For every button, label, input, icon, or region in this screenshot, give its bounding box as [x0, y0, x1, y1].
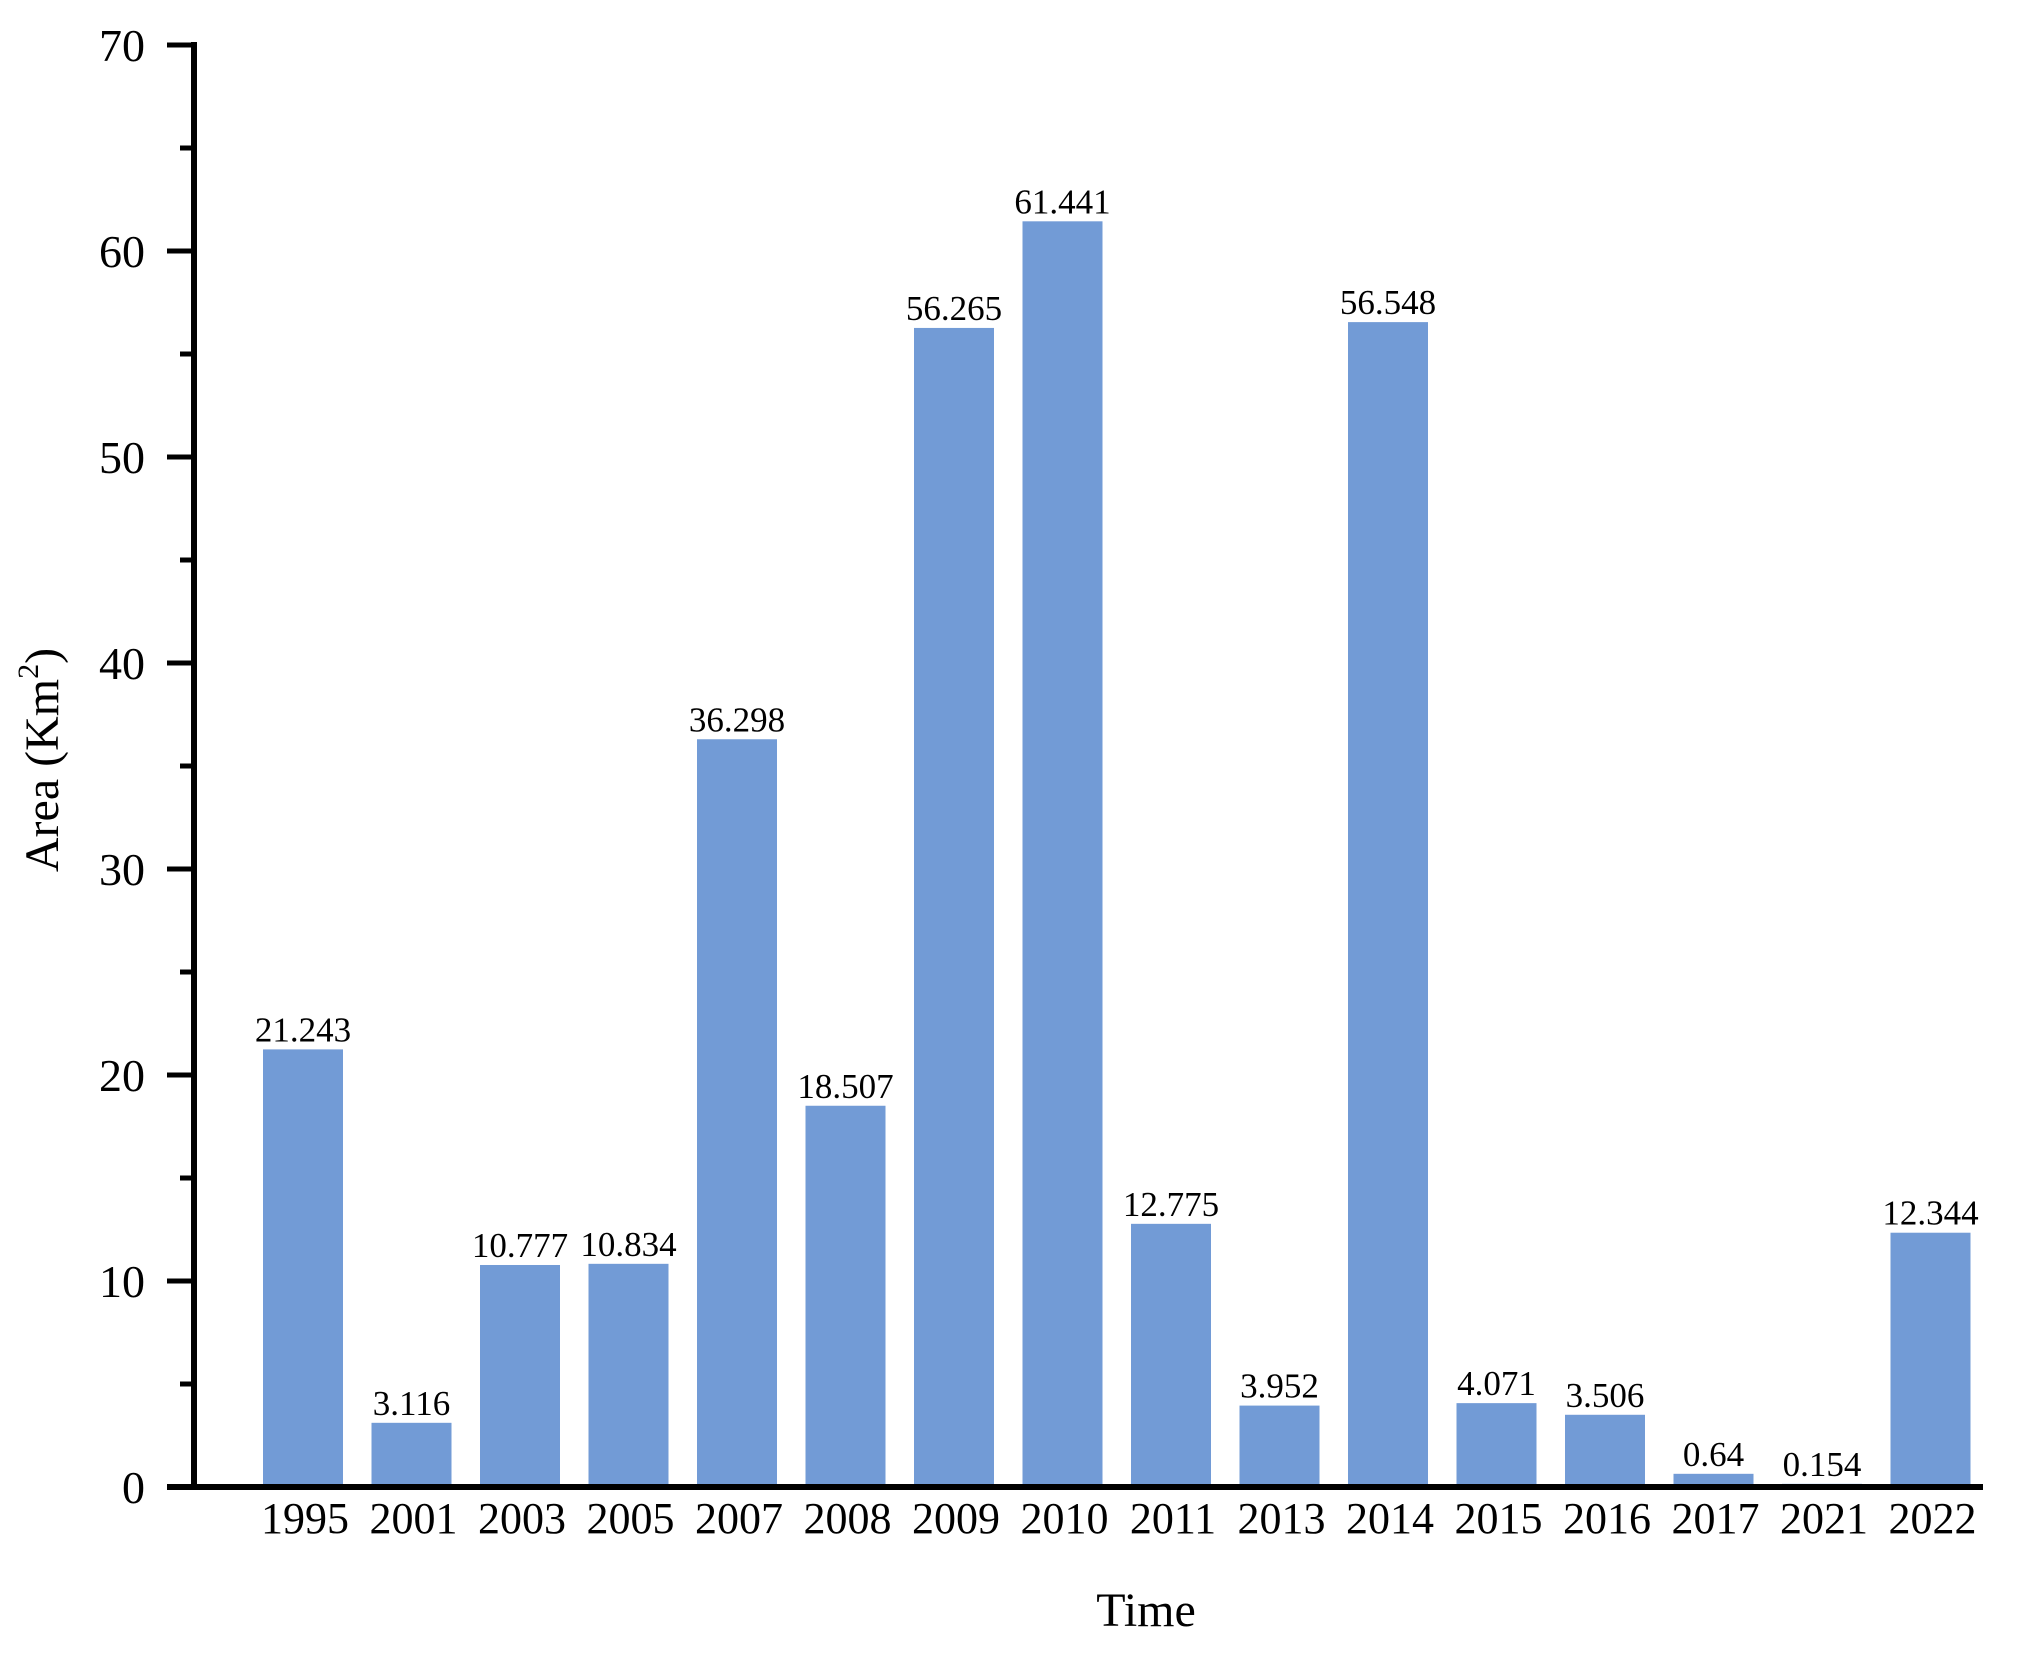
bar-2013	[1239, 1405, 1320, 1487]
data-label-2017: 0.64	[1683, 1435, 1744, 1474]
x-tick-label-2015: 2015	[1455, 1494, 1543, 1543]
x-tick-label-2003: 2003	[478, 1494, 566, 1543]
y-tick-label-50: 50	[99, 432, 145, 483]
y-axis-ticks: 0 10 20 30 40 50 60 70	[99, 20, 194, 1513]
bar-2007	[697, 739, 777, 1487]
x-tick-label-1995: 1995	[261, 1494, 349, 1543]
bar-2015	[1456, 1403, 1537, 1487]
bar-2022	[1890, 1232, 1971, 1487]
bar-2017	[1673, 1473, 1754, 1487]
data-label-2010: 61.441	[1014, 182, 1110, 221]
bar-2001	[371, 1422, 452, 1487]
x-axis-tick-labels: 1995 2001 2003 2005 2007 2008 2009 2010 2011 2013…	[261, 1494, 1977, 1543]
x-axis-title: Time	[1096, 1584, 1196, 1637]
y-axis-title-superscript: 2	[12, 664, 45, 679]
x-tick-label-2007: 2007	[695, 1494, 783, 1543]
x-tick-label-2022: 2022	[1889, 1494, 1977, 1543]
data-label-2022: 12.344	[1882, 1194, 1978, 1233]
bar-1995	[263, 1049, 343, 1487]
data-label-2005: 10.834	[580, 1225, 676, 1264]
x-tick-label-2011: 2011	[1130, 1494, 1216, 1543]
data-label-2021: 0.154	[1783, 1445, 1862, 1484]
data-labels-group: 21.243 3.116 10.777 10.834 36.298 18.507 56.26…	[255, 182, 1979, 1484]
bar-2014	[1348, 322, 1428, 1487]
y-axis-title-main: Area (Km	[16, 679, 69, 872]
x-tick-label-2013: 2013	[1238, 1494, 1326, 1543]
x-tick-label-2017: 2017	[1672, 1494, 1760, 1543]
y-axis-title-suffix: )	[16, 648, 69, 664]
bar-2005	[588, 1263, 669, 1487]
data-label-2008: 18.507	[797, 1067, 893, 1106]
bar-2003	[480, 1264, 560, 1487]
x-tick-label-2005: 2005	[587, 1494, 675, 1543]
bars-group	[263, 221, 1971, 1487]
data-label-2013: 3.952	[1240, 1367, 1319, 1406]
y-tick-label-20: 20	[99, 1050, 145, 1101]
x-tick-label-2021: 2021	[1780, 1494, 1868, 1543]
bar-2009	[914, 327, 994, 1487]
y-tick-label-60: 60	[99, 226, 145, 277]
data-label-2014: 56.548	[1340, 283, 1436, 322]
y-tick-label-30: 30	[99, 844, 145, 895]
data-label-2009: 56.265	[906, 289, 1002, 328]
x-tick-label-2001: 2001	[370, 1494, 458, 1543]
bar-2016	[1565, 1414, 1645, 1487]
y-tick-label-10: 10	[99, 1256, 145, 1307]
y-axis-title: Area (Km2)	[12, 648, 69, 872]
data-label-2011: 12.775	[1123, 1185, 1219, 1224]
data-label-2003: 10.777	[472, 1226, 568, 1265]
x-tick-label-2014: 2014	[1346, 1494, 1434, 1543]
bar-2011	[1131, 1223, 1211, 1487]
x-tick-label-2009: 2009	[912, 1494, 1000, 1543]
y-tick-label-40: 40	[99, 638, 145, 689]
data-label-2007: 36.298	[689, 700, 785, 739]
data-label-2001: 3.116	[373, 1384, 450, 1423]
bar-2008	[805, 1105, 886, 1487]
x-tick-label-2016: 2016	[1563, 1494, 1651, 1543]
data-label-2016: 3.506	[1566, 1376, 1645, 1415]
data-label-2015: 4.071	[1457, 1364, 1536, 1403]
x-tick-label-2008: 2008	[804, 1494, 892, 1543]
y-tick-label-70: 70	[99, 20, 145, 71]
bar-2010	[1022, 221, 1103, 1487]
data-label-1995: 21.243	[255, 1010, 351, 1049]
y-tick-label-0: 0	[122, 1462, 145, 1513]
x-tick-label-2010: 2010	[1021, 1494, 1109, 1543]
